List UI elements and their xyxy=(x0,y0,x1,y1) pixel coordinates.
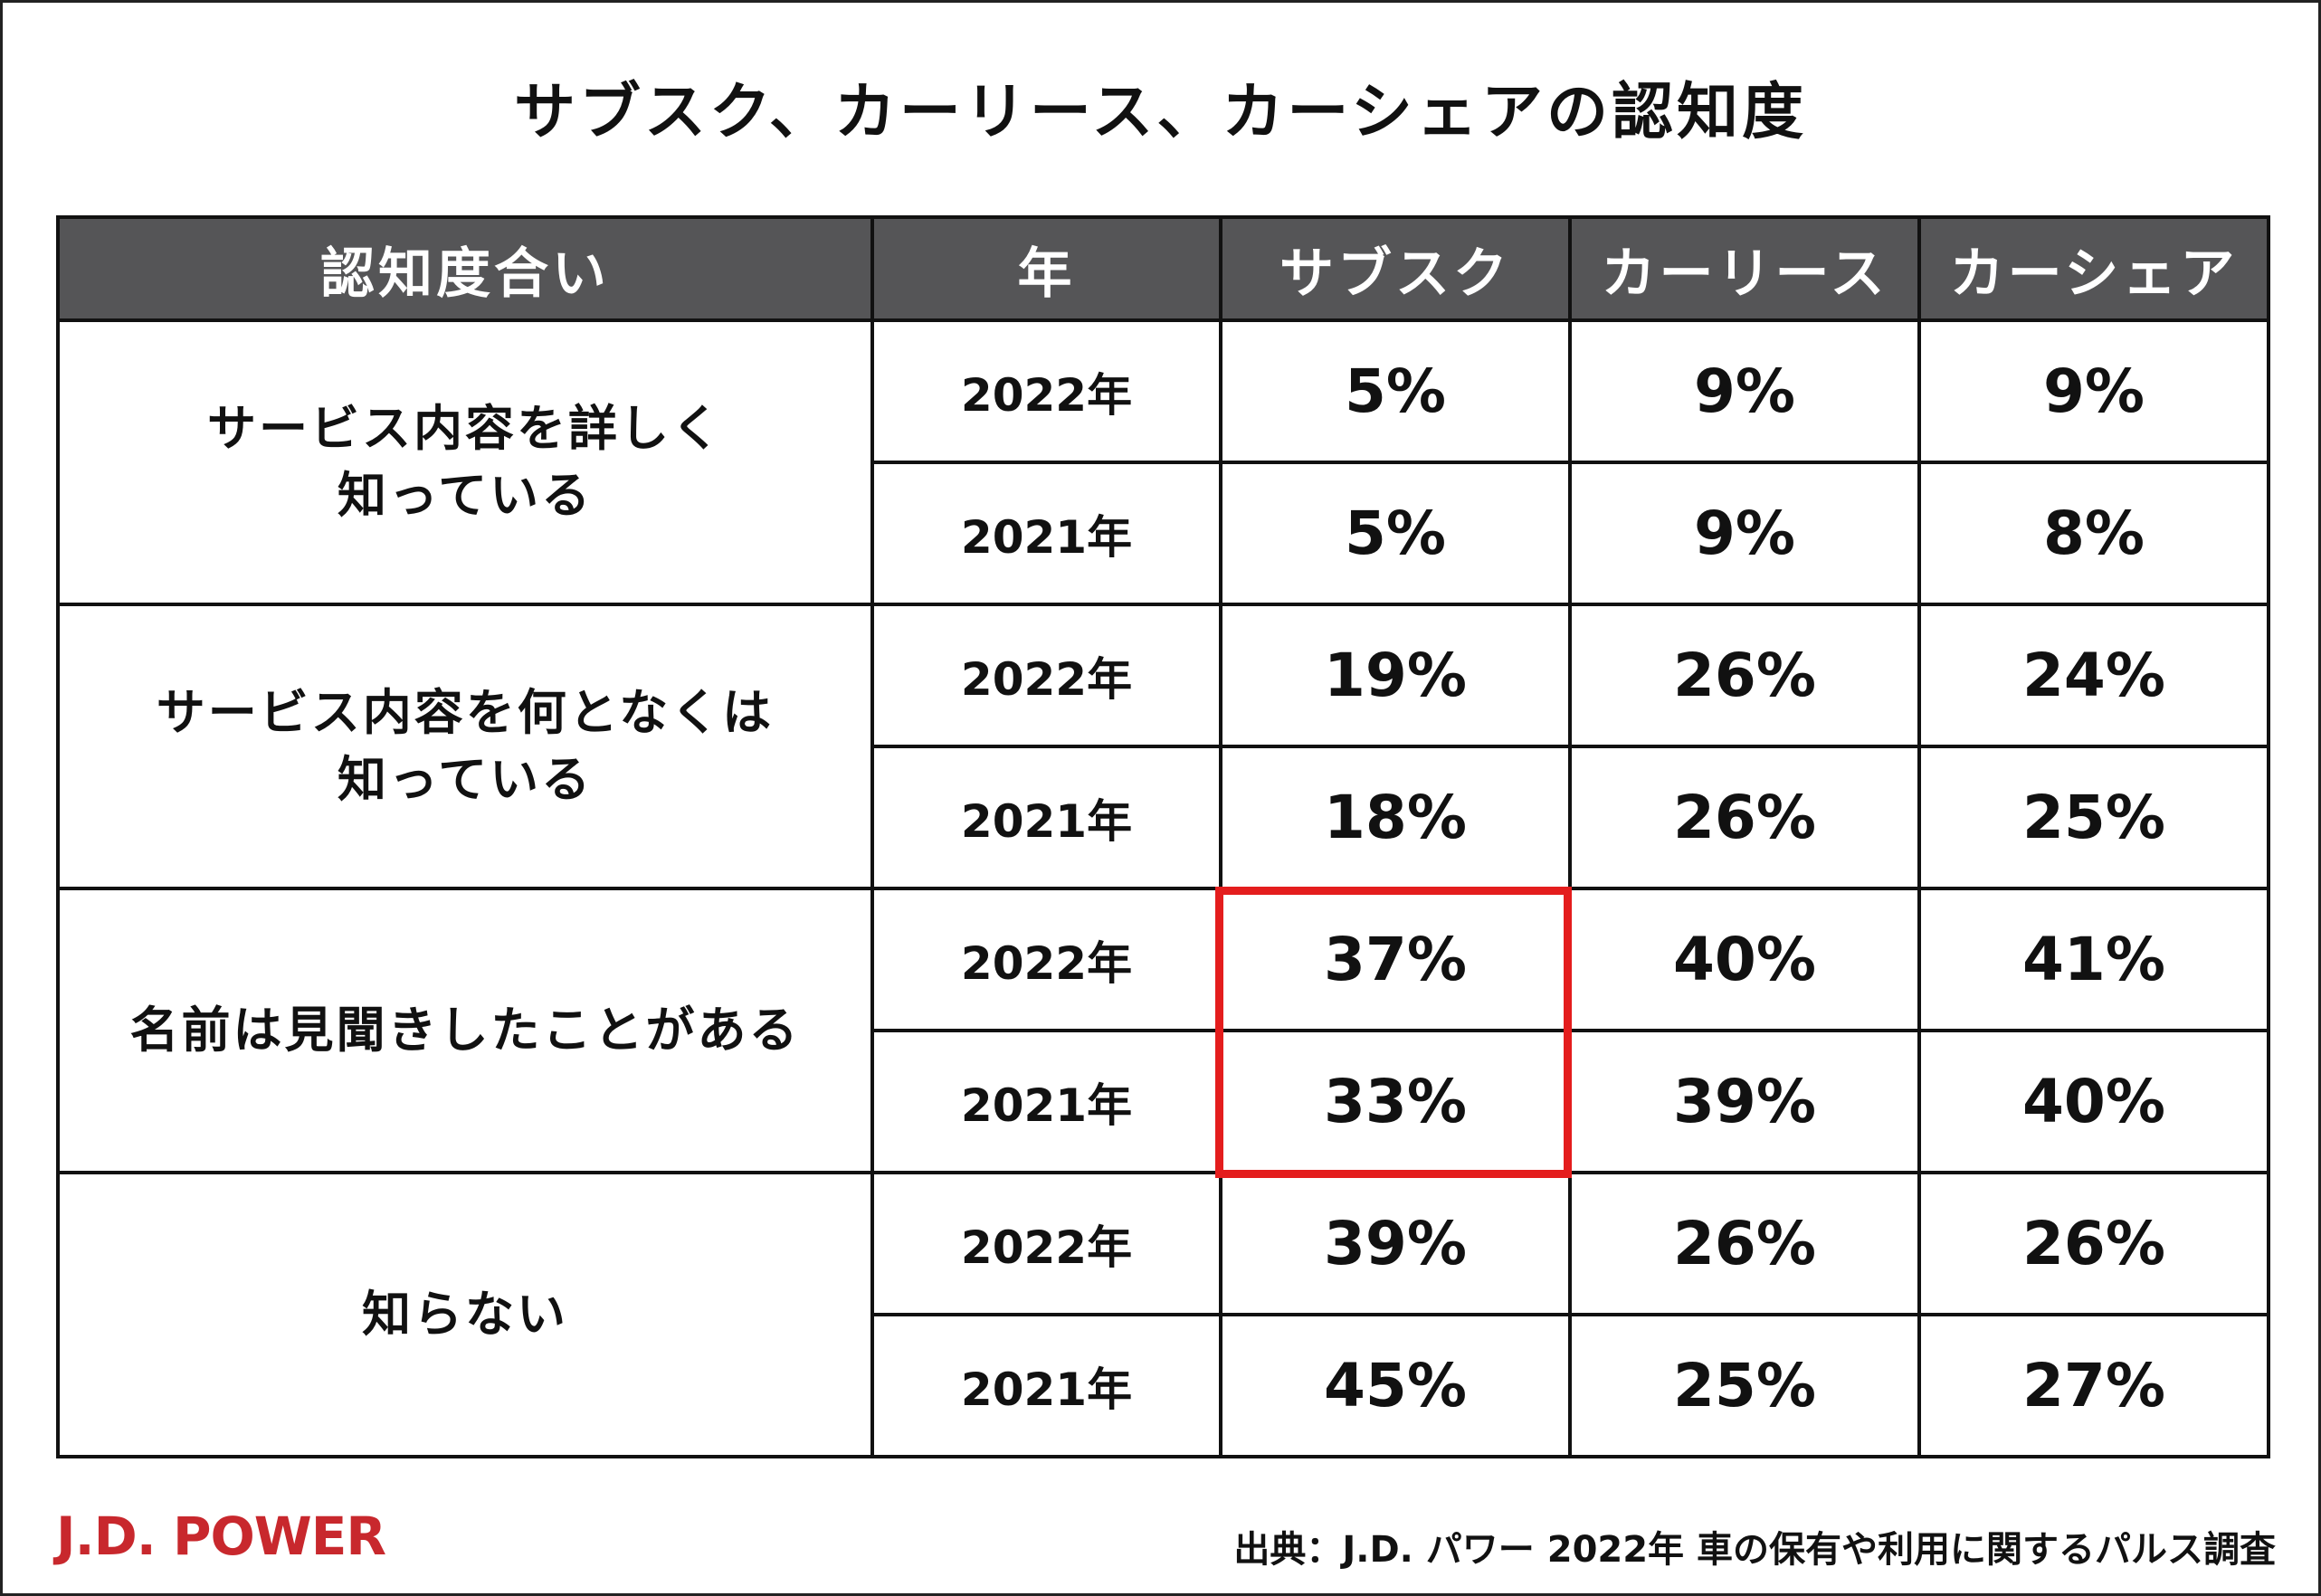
table-row: 2021年 33% 39% 40% xyxy=(58,1029,2270,1174)
year-cell: 2021年 xyxy=(870,461,1222,606)
car-share-value: 41% xyxy=(1917,887,2270,1032)
car-share-value: 8% xyxy=(1917,461,2270,606)
category-line-1: サービス内容を詳しく xyxy=(207,400,723,457)
table-row: 2021年 45% 25% 27% xyxy=(58,1313,2270,1458)
jd-power-logo: J.D. POWER xyxy=(56,1506,386,1567)
subscription-value: 37% xyxy=(1219,887,1572,1032)
car-lease-value: 26% xyxy=(1568,603,1921,748)
car-share-value: 26% xyxy=(1917,1171,2270,1316)
car-lease-value: 26% xyxy=(1568,1171,1921,1316)
header-category: 認知度合い xyxy=(56,215,874,322)
year-cell: 2022年 xyxy=(870,1171,1222,1316)
car-lease-value: 9% xyxy=(1568,461,1921,606)
category-cell: 名前は見聞きしたことがある xyxy=(56,887,874,1174)
car-share-value: 40% xyxy=(1917,1029,2270,1174)
subscription-value: 5% xyxy=(1219,318,1572,464)
header-car-lease: カーリース xyxy=(1568,215,1921,322)
subscription-value: 19% xyxy=(1219,603,1572,748)
header-year: 年 xyxy=(870,215,1222,322)
subscription-value: 33% xyxy=(1219,1029,1572,1174)
table-row: サービス内容を何となくは 知っている 2022年 19% 26% 24% xyxy=(56,603,2270,890)
header-subscription: サブスク xyxy=(1219,215,1572,322)
car-lease-value: 39% xyxy=(1568,1029,1921,1174)
category-cell: サービス内容を何となくは 知っている xyxy=(56,603,874,890)
car-lease-value: 9% xyxy=(1568,318,1921,464)
source-note: 出典：J.D. パワー 2022年 車の保有や利用に関するパルス調査 xyxy=(1233,1529,2276,1571)
chart-title: サブスク、カーリース、カーシェアの認知度 xyxy=(513,77,1808,148)
awareness-table: 認知度合い 年 サブスク カーリース カーシェア サービス内容を詳しく 知ってい… xyxy=(56,215,2270,1458)
table-row: 名前は見聞きしたことがある 2022年 37% 40% 41% xyxy=(56,887,2270,1174)
header-row: 認知度合い 年 サブスク カーリース カーシェア xyxy=(56,215,2270,322)
table-row: サービス内容を詳しく 知っている 2022年 5% 9% 9% xyxy=(56,318,2270,606)
car-lease-value: 40% xyxy=(1568,887,1921,1032)
car-share-value: 25% xyxy=(1917,745,2270,890)
car-share-value: 9% xyxy=(1917,318,2270,464)
car-share-value: 24% xyxy=(1917,603,2270,748)
car-lease-value: 25% xyxy=(1568,1313,1921,1458)
year-cell: 2022年 xyxy=(870,318,1222,464)
subscription-value: 45% xyxy=(1219,1313,1572,1458)
year-cell: 2021年 xyxy=(870,1313,1222,1458)
car-share-value: 27% xyxy=(1917,1313,2270,1458)
year-cell: 2021年 xyxy=(870,745,1222,890)
subscription-value: 5% xyxy=(1219,461,1572,606)
category-cell: 知らない xyxy=(56,1171,874,1458)
table-row: 2021年 5% 9% 8% xyxy=(58,461,2270,606)
header-car-share: カーシェア xyxy=(1917,215,2270,322)
category-line-1: サービス内容を何となくは xyxy=(156,684,775,741)
table-row: 知らない 2022年 39% 26% 26% xyxy=(56,1171,2270,1458)
year-cell: 2022年 xyxy=(870,887,1222,1032)
subscription-value: 18% xyxy=(1219,745,1572,890)
category-line-2: 知っている xyxy=(337,467,594,524)
car-lease-value: 26% xyxy=(1568,745,1921,890)
category-cell: サービス内容を詳しく 知っている xyxy=(56,318,874,606)
category-line-2: 知っている xyxy=(337,751,594,808)
year-cell: 2022年 xyxy=(870,603,1222,748)
subscription-value: 39% xyxy=(1219,1171,1572,1316)
year-cell: 2021年 xyxy=(870,1029,1222,1174)
